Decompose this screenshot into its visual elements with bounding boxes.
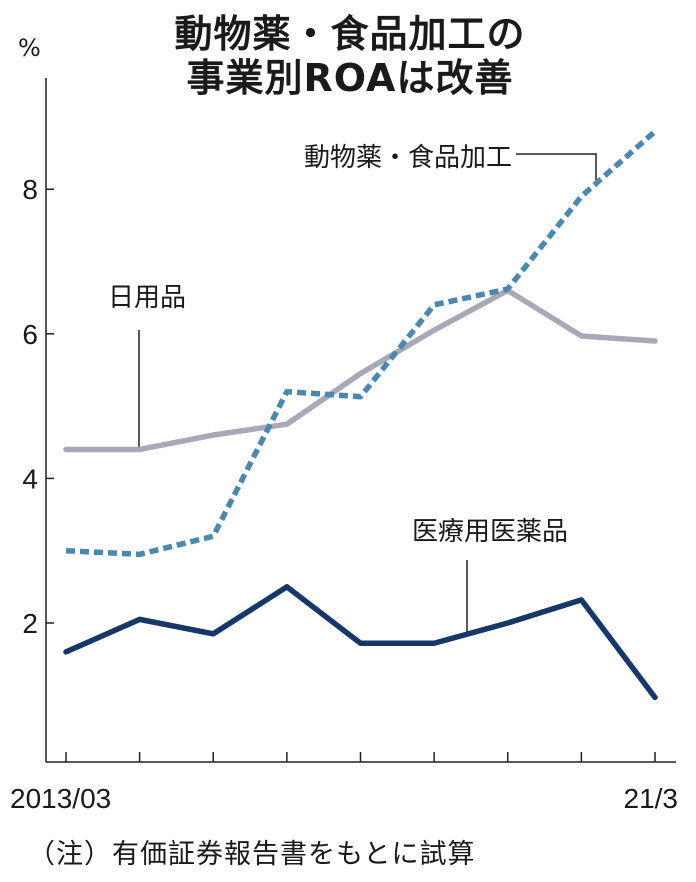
chart-title-line-1: 動物薬・食品加工の — [174, 12, 526, 56]
chart-title-line-2: 事業別ROAは改善 — [186, 56, 514, 100]
series-line-pharma — [63, 584, 658, 701]
y-tick-label: 2 — [22, 608, 38, 639]
y-tick-label: 4 — [22, 463, 38, 494]
series-label: 医療用医薬品 — [412, 517, 568, 547]
y-tick-label: 6 — [22, 319, 38, 350]
series-label: 動物薬・食品加工 — [304, 143, 512, 173]
y-axis-unit: % — [18, 34, 41, 62]
x-tick-label: 21/3 — [624, 783, 679, 814]
x-tick-label: 2013/03 — [10, 783, 111, 814]
series-line-animal-health-food — [65, 129, 657, 558]
label-leader-line — [516, 153, 597, 180]
y-tick-label: 8 — [22, 174, 38, 205]
chart-title: 動物薬・食品加工の 事業別ROAは改善 — [130, 12, 570, 100]
series-label: 日用品 — [108, 283, 186, 313]
source-note: （注）有価証券報告書をもとに試算 — [28, 839, 476, 870]
series-line-daily-goods — [63, 287, 658, 453]
